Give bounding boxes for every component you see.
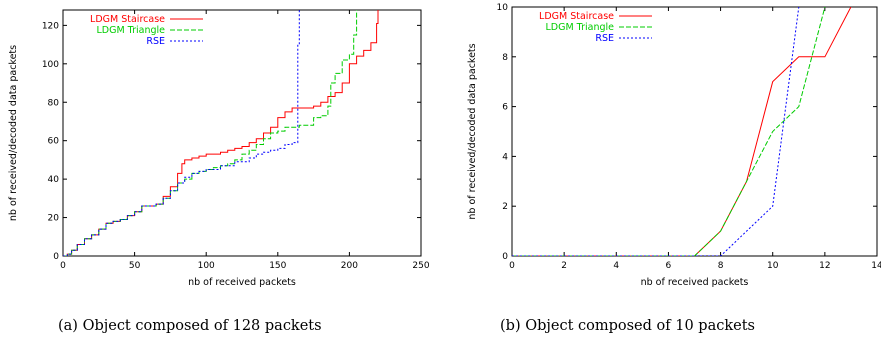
series-line-b-2 xyxy=(512,7,800,256)
y-tick-label-a-2: 40 xyxy=(48,175,60,185)
plot-frame-b xyxy=(511,6,878,257)
y-axis-label-b: nb of received/decoded data packets xyxy=(467,43,478,219)
y-tick-label-a-6: 120 xyxy=(42,21,59,31)
x-tick-label-a-5: 250 xyxy=(412,261,429,271)
y-tick-label-b-0: 0 xyxy=(502,252,508,262)
x-tick-label-b-2: 4 xyxy=(613,261,619,271)
x-tick-label-b-6: 12 xyxy=(819,261,830,271)
x-tick-label-b-0: 0 xyxy=(509,261,515,271)
caption-a: (a) Object composed of 128 packets xyxy=(58,318,322,334)
y-tick-label-a-4: 80 xyxy=(48,98,60,108)
x-tick-label-a-4: 200 xyxy=(341,261,358,271)
legend-entry-b-2: RSE xyxy=(595,33,614,44)
caption-b: (b) Object composed of 10 packets xyxy=(500,318,755,334)
y-tick-label-b-5: 10 xyxy=(497,3,509,13)
x-tick-label-b-7: 14 xyxy=(871,261,881,271)
series-line-a-2 xyxy=(63,10,300,256)
y-tick-label-a-0: 0 xyxy=(53,252,59,262)
legend-entry-a-0: LDGM Staircase xyxy=(90,14,165,25)
plot-a: 0 50 100 150 200 250 0 20 40 60 80 100 120 nb of rece… xyxy=(8,9,430,288)
y-tick-label-a-5: 100 xyxy=(42,60,59,70)
x-tick-label-a-3: 150 xyxy=(269,261,286,271)
x-tick-label-b-1: 2 xyxy=(561,261,567,271)
y-tick-label-b-2: 4 xyxy=(502,152,508,162)
y-tick-label-a-3: 60 xyxy=(48,137,60,147)
series-line-b-1 xyxy=(512,7,826,256)
x-tick-label-b-3: 6 xyxy=(666,261,672,271)
y-tick-label-a-1: 20 xyxy=(48,214,60,224)
series-line-b-0 xyxy=(512,7,852,256)
x-axis-label-b: nb of received packets xyxy=(641,277,749,288)
legend-entry-a-2: RSE xyxy=(146,36,165,47)
x-tick-label-a-1: 50 xyxy=(129,261,141,271)
plot-frame-a xyxy=(62,9,422,257)
x-tick-label-a-2: 100 xyxy=(198,261,215,271)
x-tick-label-b-4: 8 xyxy=(718,261,724,271)
x-tick-label-a-0: 0 xyxy=(60,261,66,271)
y-tick-label-b-3: 6 xyxy=(502,103,508,113)
legend-entry-b-1: LDGM Triangle xyxy=(546,22,615,33)
y-tick-label-b-4: 8 xyxy=(502,53,508,63)
series-line-a-1 xyxy=(63,10,358,256)
y-axis-label-a: nb of received/decoded data packets xyxy=(8,45,19,221)
series-line-a-0 xyxy=(63,10,379,256)
y-tick-label-b-1: 2 xyxy=(502,202,508,212)
x-tick-label-b-5: 10 xyxy=(767,261,779,271)
legend-entry-b-0: LDGM Staircase xyxy=(539,11,614,22)
legend-entry-a-1: LDGM Triangle xyxy=(97,25,166,36)
x-axis-label-a: nb of received packets xyxy=(188,277,296,288)
plot-b: 0 2 4 6 8 10 12 14 0 2 4 6 8 10 nb of received packets… xyxy=(467,3,881,288)
